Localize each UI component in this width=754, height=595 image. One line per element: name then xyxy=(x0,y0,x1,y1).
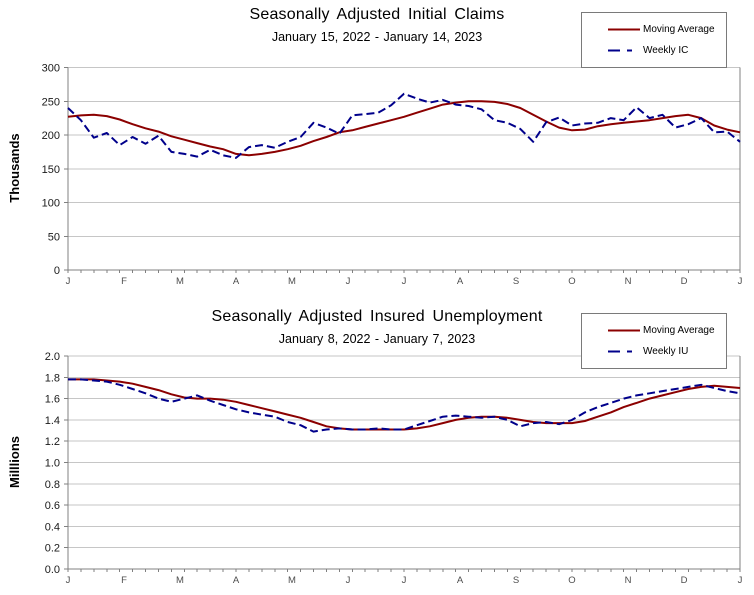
svg-text:0.6: 0.6 xyxy=(45,500,60,512)
legend-label: Moving Average xyxy=(643,324,715,336)
initial-claims-title: Seasonally Adjusted Initial Claims xyxy=(249,6,505,23)
grid-and-y-axis: 0 50 100 150 200 250 300 xyxy=(42,63,741,277)
svg-text:D: D xyxy=(681,276,688,287)
initial-claims-date-range: January 15, 2022 - January 14, 2023 xyxy=(271,30,483,44)
weekly-ic-line xyxy=(67,92,741,159)
svg-text:J: J xyxy=(402,276,407,287)
legend-item-moving-average: Moving Average xyxy=(606,24,726,35)
svg-text:300: 300 xyxy=(42,63,60,75)
svg-text:S: S xyxy=(513,575,519,586)
svg-text:1.8: 1.8 xyxy=(45,372,60,384)
moving-average-line xyxy=(68,378,741,431)
svg-text:O: O xyxy=(568,575,575,586)
svg-text:A: A xyxy=(457,276,464,287)
svg-text:M: M xyxy=(288,575,296,586)
svg-text:O: O xyxy=(568,276,575,287)
svg-text:250: 250 xyxy=(42,96,60,108)
svg-text:A: A xyxy=(233,276,240,287)
moving-average-line-icon xyxy=(608,329,640,332)
insured-unemployment-legend: Moving Average Weekly IU xyxy=(581,313,727,369)
weekly-iu-line xyxy=(68,378,741,433)
legend-label: Weekly IC xyxy=(643,45,689,57)
svg-text:M: M xyxy=(176,575,184,586)
weekly-iu-line-icon xyxy=(608,350,640,353)
insured-unemployment-title: Seasonally Adjusted Insured Unemployment xyxy=(211,308,543,325)
svg-text:M: M xyxy=(176,276,184,287)
svg-text:J: J xyxy=(402,575,407,586)
svg-text:A: A xyxy=(457,575,464,586)
legend-item-weekly-iu: Weekly IU xyxy=(606,346,726,357)
millions-axis-label: Milllions xyxy=(7,436,22,488)
legend-label: Moving Average xyxy=(643,23,715,35)
svg-text:J: J xyxy=(66,575,71,586)
svg-text:100: 100 xyxy=(42,198,60,210)
svg-text:0.2: 0.2 xyxy=(45,543,60,555)
moving-average-line-icon xyxy=(608,28,640,31)
weekly-ic-line-icon xyxy=(608,49,640,52)
insured-unemployment-plot: 0.0 0.2 0.4 0.6 0.8 1.0 1.2 1.4 1.6 1.8 2.0 J F M A M J J… xyxy=(45,351,743,586)
svg-text:F: F xyxy=(121,276,127,287)
svg-text:0.0: 0.0 xyxy=(45,564,60,576)
svg-text:N: N xyxy=(625,575,632,586)
svg-text:0.8: 0.8 xyxy=(45,479,60,491)
svg-text:50: 50 xyxy=(48,231,60,243)
initial-claims-plot: 0 50 100 150 200 250 300 J F M A M J J A S O N D J xyxy=(42,63,743,288)
svg-text:2.0: 2.0 xyxy=(45,351,60,363)
svg-text:0: 0 xyxy=(54,265,60,277)
svg-text:150: 150 xyxy=(42,164,60,176)
x-axis xyxy=(67,569,741,572)
grid-and-y-axis: 0.0 0.2 0.4 0.6 0.8 1.0 1.2 1.4 1.6 1.8 2.0 xyxy=(45,351,741,576)
svg-text:A: A xyxy=(233,575,240,586)
svg-text:J: J xyxy=(346,276,351,287)
x-axis xyxy=(67,270,741,273)
svg-text:0.4: 0.4 xyxy=(45,521,60,533)
moving-average-line xyxy=(67,100,741,157)
svg-text:N: N xyxy=(625,276,632,287)
svg-text:M: M xyxy=(288,276,296,287)
svg-text:J: J xyxy=(66,276,71,287)
thousands-axis-label: Thousands xyxy=(7,133,22,203)
svg-text:1.2: 1.2 xyxy=(45,436,60,448)
legend-item-weekly-ic: Weekly IC xyxy=(606,45,726,56)
legend-item-moving-average: Moving Average xyxy=(606,325,726,336)
svg-text:1.4: 1.4 xyxy=(45,415,60,427)
svg-text:200: 200 xyxy=(42,130,60,142)
insured-unemployment-date-range: January 8, 2022 - January 7, 2023 xyxy=(278,332,476,346)
svg-text:S: S xyxy=(513,276,519,287)
svg-text:1.0: 1.0 xyxy=(45,458,60,470)
svg-text:J: J xyxy=(738,276,743,287)
legend-label: Weekly IU xyxy=(643,346,689,358)
initial-claims-legend: Moving Average Weekly IC xyxy=(581,12,727,68)
svg-text:J: J xyxy=(738,575,743,586)
svg-text:J: J xyxy=(346,575,351,586)
svg-text:1.6: 1.6 xyxy=(45,394,60,406)
svg-text:F: F xyxy=(121,575,127,586)
svg-text:D: D xyxy=(681,575,688,586)
